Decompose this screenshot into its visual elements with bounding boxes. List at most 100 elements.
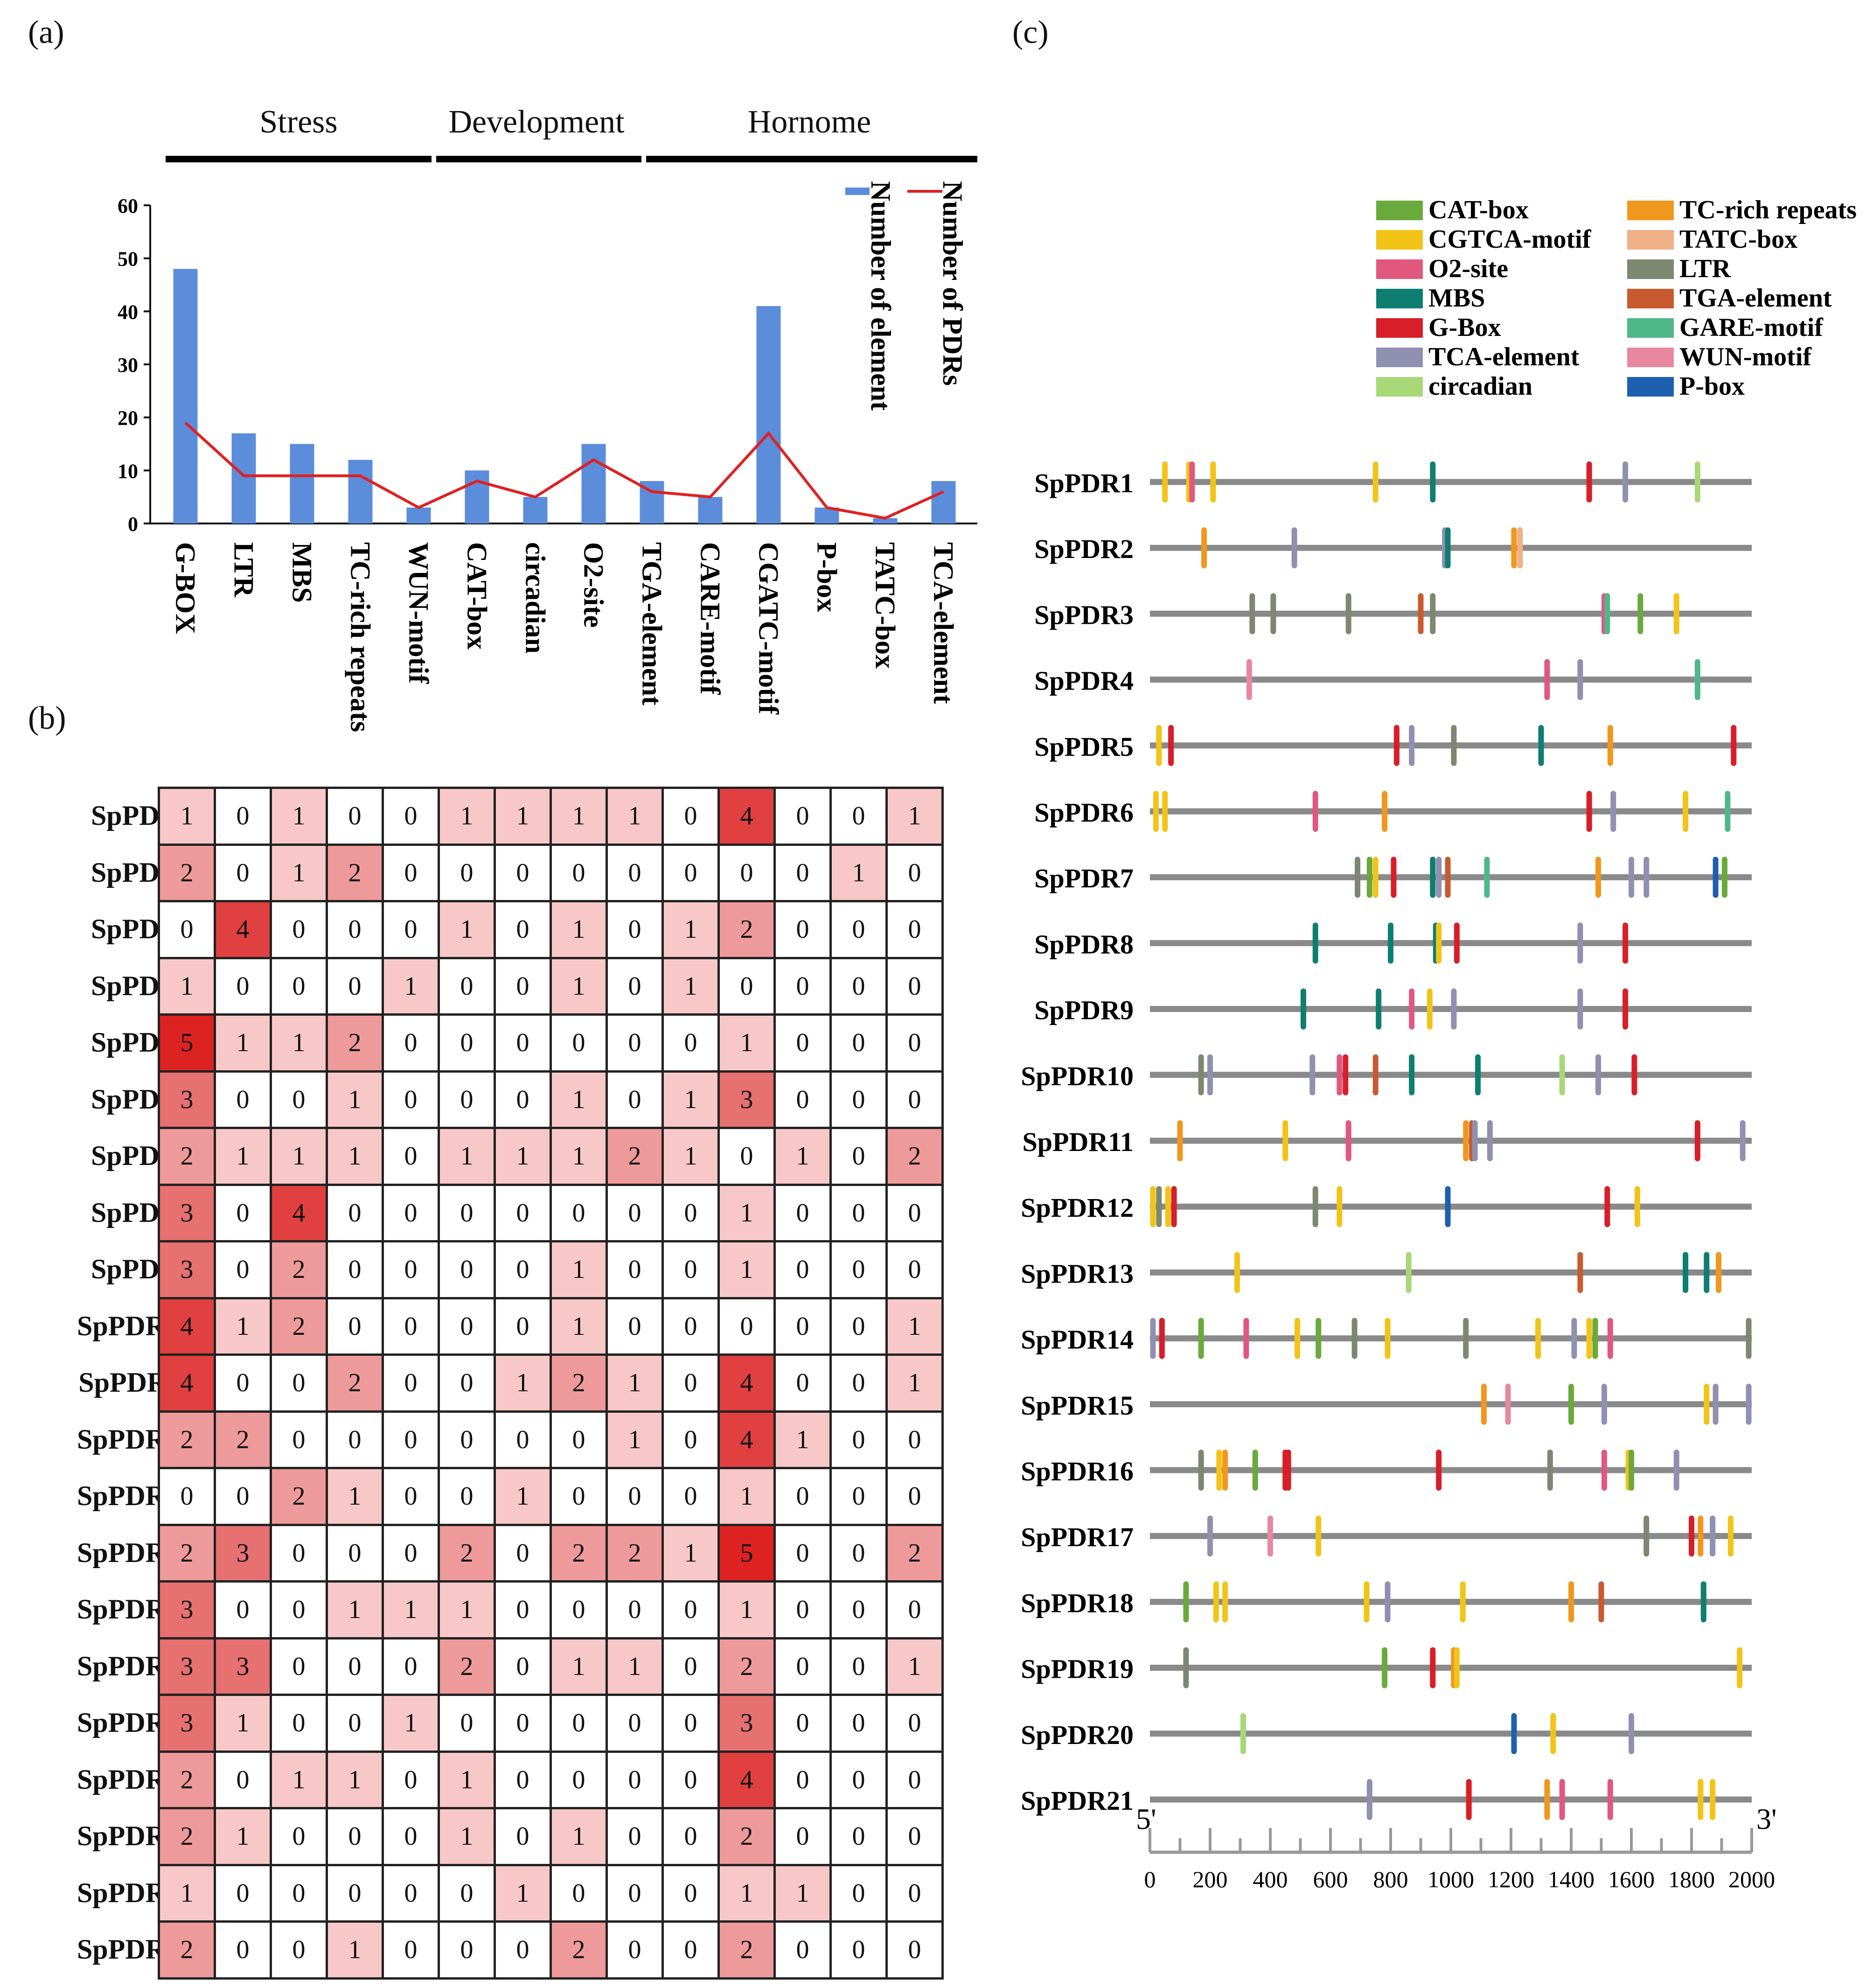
five-prime-label: 5' (1136, 1802, 1156, 1835)
x-tick-label: G-BOX (170, 542, 201, 634)
heatmap-cell: 0 (661, 1297, 720, 1356)
element-site (1213, 1581, 1219, 1623)
legend-label: P-box (1679, 372, 1745, 401)
heatmap-cell: 0 (773, 1297, 832, 1356)
x-tick-label: circadian (520, 542, 551, 654)
heatmap-cell: 0 (494, 1013, 552, 1073)
heatmap-cell: 0 (661, 1353, 720, 1413)
gene-label: SpPDR16 (1021, 1456, 1134, 1486)
heatmap-cell: 0 (773, 787, 832, 846)
heatmap-cell: 0 (382, 1467, 440, 1526)
heatmap-cell: 1 (494, 1863, 552, 1923)
heatmap-cell: 0 (606, 1240, 664, 1299)
heatmap-cell: 3 (158, 1070, 216, 1129)
bar (523, 497, 548, 523)
position-tick-label: 1600 (1608, 1866, 1655, 1892)
heatmap-cell: 1 (438, 1580, 496, 1639)
heatmap-cell: 0 (773, 1240, 832, 1299)
heatmap-cell: 4 (158, 1297, 216, 1356)
x-tick-label: MBS (287, 542, 318, 603)
legend-swatch (1376, 230, 1423, 250)
legend-swatch (1376, 289, 1423, 308)
heatmap-cell: 0 (773, 1807, 832, 1866)
gene-label: SpPDR7 (1034, 863, 1134, 893)
heatmap-cell: 1 (214, 1297, 272, 1356)
gene-label: SpPDR3 (1034, 600, 1134, 630)
heatmap-cell: 3 (158, 1637, 216, 1696)
element-site (1568, 1383, 1574, 1425)
heatmap-cell: 0 (550, 1467, 608, 1526)
element-site (1183, 1581, 1189, 1623)
heatmap-cell: 1 (773, 1863, 832, 1923)
element-site (1385, 1318, 1391, 1359)
gene-label: SpPDR18 (1021, 1588, 1134, 1618)
element-site (1445, 857, 1451, 898)
gene-label: SpPDR11 (1022, 1127, 1134, 1157)
element-site (1436, 1450, 1442, 1491)
element-site (1372, 857, 1379, 898)
element-site (1177, 1120, 1183, 1161)
position-tick-label: 1400 (1548, 1866, 1594, 1892)
heatmap-cell: 1 (550, 1807, 608, 1866)
heatmap-cell: 0 (606, 1070, 664, 1129)
element-site (1382, 791, 1388, 832)
heatmap-cell: 0 (494, 1297, 552, 1356)
heatmap-cell: 0 (326, 956, 384, 1016)
element-site (1511, 1713, 1517, 1754)
heatmap-cell: 0 (717, 956, 776, 1016)
heatmap-cell: 0 (661, 1807, 720, 1866)
position-tick-label: 1200 (1488, 1866, 1534, 1892)
element-site (1466, 1779, 1472, 1820)
position-tick-label: 600 (1313, 1866, 1348, 1892)
heatmap-cell: 0 (885, 1807, 944, 1866)
heatmap-cell: 0 (717, 1127, 776, 1186)
element-site (1511, 527, 1517, 569)
element-site (1343, 1054, 1349, 1095)
element-count-chart: 0 10 20 30 40 50 60 G-BOX LTR MBS TC-rich repeats… (118, 181, 977, 732)
element-site (1183, 1647, 1189, 1688)
heatmap-cell: 5 (158, 1013, 216, 1073)
legend-bar-label: Number of element (865, 181, 896, 411)
heatmap-cell: 0 (773, 1070, 832, 1129)
heatmap-cell: 1 (326, 1750, 384, 1809)
heatmap-cell: 0 (885, 1467, 944, 1526)
heatmap-cell: 1 (270, 1750, 328, 1809)
category-rule-stress (166, 156, 432, 162)
element-site (1535, 1318, 1541, 1359)
y-tick-label: 10 (118, 460, 138, 482)
heatmap-cell: 2 (326, 1013, 384, 1073)
element-site (1746, 1318, 1752, 1359)
heatmap-cell: 0 (438, 1353, 496, 1413)
element-site (1316, 1515, 1322, 1557)
heatmap-cell: 1 (773, 1127, 832, 1186)
element-site (1559, 1054, 1565, 1095)
heatmap-cell: 0 (773, 1750, 832, 1809)
heatmap-cell: 0 (270, 1353, 328, 1413)
heatmap-cell: 2 (270, 1467, 328, 1526)
heatmap-cell: 0 (326, 1523, 384, 1583)
element-site (1222, 1581, 1228, 1623)
element-site (1451, 725, 1457, 766)
element-site (1430, 461, 1436, 502)
heatmap-cell: 0 (661, 1410, 720, 1469)
heatmap-cell: 0 (773, 1523, 832, 1583)
gene-label: SpPDR14 (1021, 1325, 1134, 1355)
heatmap-cell: 0 (606, 1750, 664, 1809)
element-site (1725, 791, 1731, 832)
heatmap-cell: 1 (885, 787, 944, 846)
heatmap-cell: 0 (829, 900, 888, 959)
heatmap-cell: 0 (494, 1183, 552, 1242)
bar (465, 470, 489, 523)
heatmap-cell: 0 (606, 1863, 664, 1923)
heatmap-cell: 0 (382, 1863, 440, 1923)
heatmap-cell: 0 (382, 1920, 440, 1980)
element-site (1270, 593, 1276, 635)
heatmap-cell: 2 (885, 1523, 944, 1583)
heatmap-cell: 0 (885, 843, 944, 902)
bar (406, 507, 431, 523)
element-site (1312, 791, 1318, 832)
